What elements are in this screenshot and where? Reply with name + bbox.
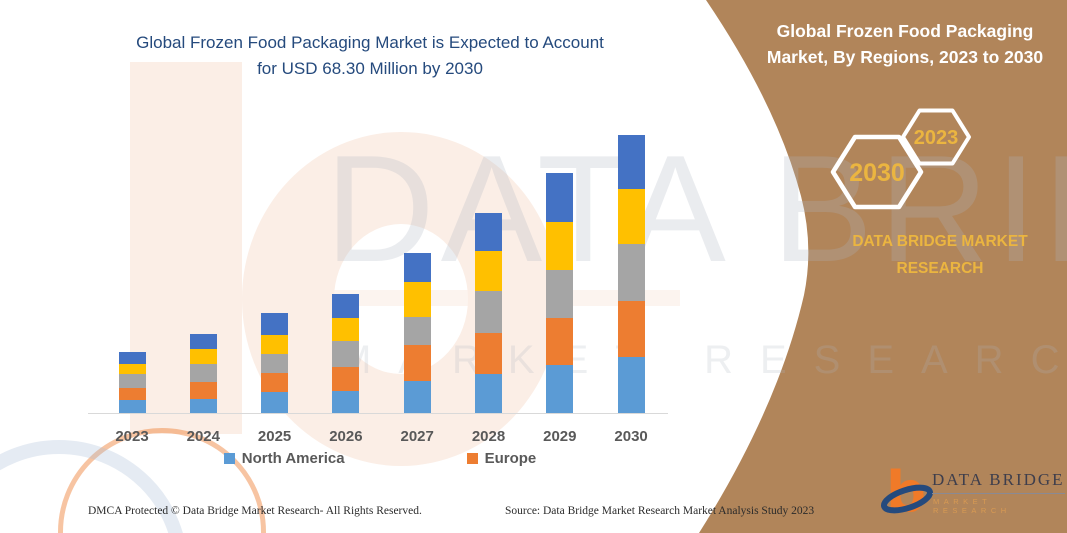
bar-segment-2026-series4 — [332, 318, 360, 341]
bar-segment-2027-series4 — [403, 282, 431, 317]
bar-2024 — [189, 334, 217, 413]
bar-segment-2023-series5 — [118, 352, 146, 365]
chart-title-line1: Global Frozen Food Packaging Market is E… — [136, 33, 604, 52]
bar-segment-2027-north-america — [403, 380, 431, 413]
bar-segment-2029-europe — [546, 317, 574, 366]
legend-label: North America — [241, 450, 345, 467]
bar-segment-2026-north-america — [332, 390, 360, 413]
bar-segment-2024-series5 — [189, 334, 217, 350]
hexagon-2023-outline — [901, 108, 971, 166]
bar-2026 — [332, 294, 360, 413]
bar-segment-2025-series5 — [261, 313, 289, 336]
x-axis-line — [88, 413, 668, 414]
brand-block-line1: DATA BRIDGE MARKET — [852, 233, 1028, 250]
x-axis-label-2024: 2024 — [186, 428, 220, 445]
legend-label: Europe — [484, 450, 537, 467]
legend-swatch-icon — [223, 453, 235, 464]
bar-segment-2025-north-america — [261, 392, 289, 413]
bar-segment-2025-series4 — [261, 335, 289, 355]
dbmr-logo-subtitle: MARKET RESEARCH — [933, 497, 1011, 515]
bar-segment-2024-europe — [189, 381, 217, 399]
bar-segment-2030-series4 — [617, 188, 645, 245]
bar-segment-2024-series4 — [189, 349, 217, 364]
bar-segment-2023-series3 — [118, 373, 146, 388]
bar-segment-2023-series4 — [118, 364, 146, 374]
watermark-line2: MARKET RESEARCH — [338, 338, 1067, 382]
bar-segment-2030-series3 — [617, 244, 645, 301]
source-note: Source: Data Bridge Market Research Mark… — [505, 505, 815, 517]
bar-segment-2024-series3 — [189, 363, 217, 382]
bar-2029 — [546, 173, 574, 413]
legend-swatch-icon — [466, 453, 478, 464]
brown-band-shape — [699, 0, 1067, 533]
x-axis-label-2029: 2029 — [543, 428, 577, 445]
bar-segment-2026-europe — [332, 366, 360, 391]
legend-item-north-america: North America — [223, 450, 345, 467]
chart-title: Global Frozen Food Packaging Market is E… — [90, 30, 650, 83]
bar-segment-2025-europe — [261, 372, 289, 393]
bar-segment-2023-north-america — [118, 399, 146, 413]
x-axis-label-2025: 2025 — [257, 428, 292, 445]
chart-legend: North America Europe — [90, 450, 670, 467]
bar-2023 — [118, 352, 146, 413]
bar-2027 — [403, 253, 431, 413]
bar-2030 — [617, 135, 645, 413]
bar-segment-2027-europe — [403, 345, 431, 381]
bar-segment-2029-series4 — [546, 221, 574, 271]
bar-segment-2026-series3 — [332, 340, 360, 367]
x-axis-label-2030: 2030 — [614, 428, 648, 445]
x-axis-label-2028: 2028 — [471, 428, 506, 445]
hexagon-2030-outline — [830, 134, 924, 210]
bar-segment-2023-europe — [118, 387, 146, 400]
bar-segment-2024-north-america — [189, 398, 217, 413]
dmca-notice: DMCA Protected © Data Bridge Market Rese… — [88, 505, 422, 517]
legend-item-europe: Europe — [466, 450, 537, 467]
bar-segment-2027-series5 — [403, 253, 431, 283]
bar-2028 — [475, 213, 502, 413]
bar-segment-2030-europe — [617, 300, 645, 357]
bar-segment-2028-series5 — [475, 213, 502, 251]
x-axis-label-2023: 2023 — [115, 428, 149, 445]
bar-segment-2029-north-america — [546, 365, 574, 413]
bar-segment-2028-north-america — [475, 373, 502, 413]
hexagon-2023-label: 2023 — [914, 127, 959, 149]
brand-block-line2: RESEARCH — [896, 259, 984, 277]
banner-heading: Global Frozen Food Packaging Market, By … — [763, 18, 1047, 71]
banner-heading-line2: Market, By Regions, 2023 to 2030 — [766, 47, 1044, 68]
bar-segment-2025-series3 — [261, 354, 289, 373]
bar-segment-2026-series5 — [332, 294, 360, 319]
banner-heading-line1: Global Frozen Food Packaging — [776, 21, 1034, 41]
bar-segment-2029-series3 — [546, 270, 574, 318]
bar-segment-2027-series3 — [403, 316, 431, 346]
chart-title-line2: for USD 68.30 Million by 2030 — [257, 59, 483, 79]
bar-segment-2029-series5 — [546, 173, 574, 222]
dbmr-logo-name: DATA BRIDGE — [932, 470, 1065, 494]
brand-block: DATA BRIDGE MARKET RESEARCH — [818, 229, 1062, 282]
bar-segment-2030-series5 — [617, 135, 645, 189]
bar-segment-2028-europe — [475, 333, 502, 374]
bar-segment-2028-series3 — [475, 291, 502, 334]
x-axis-label-2026: 2026 — [329, 428, 363, 445]
bar-2025 — [261, 313, 289, 413]
watermark-line1: DATA BRIDGE — [325, 124, 1067, 294]
x-axis-label-2027: 2027 — [400, 428, 434, 445]
bar-segment-2028-series4 — [475, 250, 502, 292]
bar-segment-2030-north-america — [617, 356, 645, 413]
dbmr-logo-swoosh-icon — [881, 484, 933, 514]
hexagon-2030-label: 2030 — [849, 159, 905, 187]
background-logo-stem — [130, 62, 242, 434]
